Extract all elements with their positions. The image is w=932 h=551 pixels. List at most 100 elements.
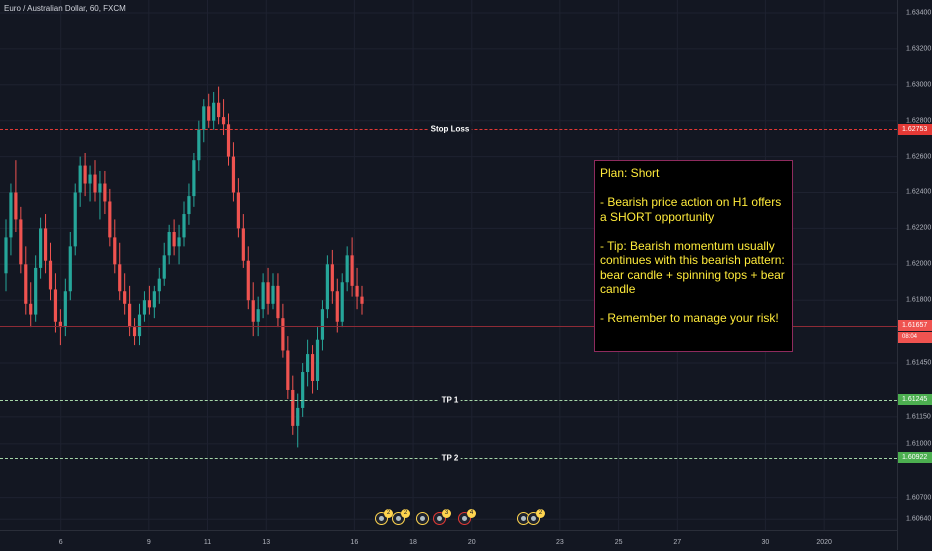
candle-bullish <box>187 196 191 215</box>
candle-bullish <box>162 255 166 279</box>
candle-bearish <box>132 327 137 337</box>
event-count-badge: 2 <box>384 509 393 518</box>
candle-bearish <box>207 106 211 121</box>
price-tick-label: 1.61150 <box>906 413 931 421</box>
calendar-event-icon[interactable]: 3 <box>433 509 451 525</box>
price-tick-label: 1.61800 <box>906 296 932 304</box>
time-tick-label: 13 <box>262 539 271 546</box>
candle-bullish <box>63 291 67 328</box>
candle-bullish <box>315 339 320 381</box>
candle-bearish <box>241 228 245 261</box>
candle-bearish <box>29 303 33 315</box>
time-axis[interactable]: 6 9 11 13 16 18 20 23 25 27 30 2020 <box>0 530 897 551</box>
take-profit-2-price-badge: 1.60922 <box>898 452 932 464</box>
chart-pane[interactable]: Euro / Australian Dollar, 60, FXCM Stop … <box>0 0 897 530</box>
current-price-badge: 1.61657 <box>898 320 932 332</box>
candle-bearish <box>217 102 221 118</box>
candle-bullish <box>197 129 201 161</box>
candle-bearish <box>24 264 28 304</box>
event-count-badge: 4 <box>467 509 476 518</box>
candle-bullish <box>152 291 156 308</box>
take-profit-1-price-badge: 1.61245 <box>898 394 932 406</box>
time-tick-label: 9 <box>146 539 151 546</box>
candle-bearish <box>226 124 231 157</box>
candle-bearish <box>236 192 240 229</box>
candle-bearish <box>172 231 176 247</box>
time-tick-label: 23 <box>555 539 564 546</box>
time-tick-label: 30 <box>761 539 770 546</box>
note-line-risk: - Remember to manage your risk! <box>600 311 779 325</box>
candle-bearish <box>118 264 122 292</box>
event-count-badge: 2 <box>536 509 545 518</box>
price-tick-label: 1.63000 <box>906 81 932 89</box>
candle-bearish <box>221 117 226 125</box>
trade-plan-note[interactable]: Plan: Short - Bearish price action on H1… <box>594 160 793 352</box>
price-tick-label: 1.62000 <box>906 260 932 268</box>
candle-bearish <box>19 219 23 265</box>
candle-bullish <box>78 165 82 193</box>
note-line-plan: Plan: Short <box>600 166 660 180</box>
candle-bearish <box>231 156 236 193</box>
candle-bullish <box>177 237 181 247</box>
candle-bullish <box>4 237 8 274</box>
price-tick-label: 1.62400 <box>906 188 932 196</box>
candle-bullish <box>157 278 161 292</box>
candle-bearish <box>360 296 364 304</box>
time-tick-label: 25 <box>614 539 623 546</box>
candle-bearish <box>310 354 315 381</box>
stop-loss-price-badge: 1.62753 <box>898 123 932 135</box>
candle-bullish <box>325 264 329 310</box>
price-tick-label: 1.62600 <box>906 153 932 161</box>
price-axis[interactable]: 1.60640 1.60700 1.61000 1.61150 1.61450 1.618… <box>897 0 932 550</box>
time-tick-label: 2020 <box>816 539 832 546</box>
candle-bearish <box>246 260 250 301</box>
time-tick-label: 16 <box>350 539 359 546</box>
candle-bearish <box>93 174 97 193</box>
calendar-event-icon[interactable]: 4 <box>458 509 476 525</box>
time-tick-label: 18 <box>409 539 417 546</box>
candle-bullish <box>192 160 196 197</box>
candle-bearish <box>128 303 132 328</box>
calendar-event-icon[interactable]: 2 <box>527 509 545 525</box>
candle-bearish <box>108 201 112 238</box>
take-profit-2-label: TP 2 <box>439 453 461 463</box>
candle-bearish <box>286 350 290 390</box>
note-line-bearish: - Bearish price action on H1 offers a SH… <box>600 195 782 224</box>
candle-bearish <box>335 291 339 322</box>
candle-bearish <box>350 255 354 286</box>
candle-bearish <box>83 165 87 184</box>
price-tick-label: 1.62200 <box>906 224 932 232</box>
candle-bullish <box>320 309 325 340</box>
calendar-event-icon[interactable]: 2 <box>392 509 410 525</box>
candle-bearish <box>103 183 107 202</box>
candle-bearish <box>53 289 58 322</box>
candle-bullish <box>301 372 305 408</box>
time-tick-label: 20 <box>467 539 476 546</box>
current-price-line <box>0 325 897 327</box>
time-tick-label: 11 <box>203 539 212 546</box>
calendar-event-icon[interactable] <box>416 512 429 525</box>
candle-bearish <box>48 260 53 290</box>
time-tick-label: 27 <box>673 539 682 546</box>
price-tick-label: 1.60700 <box>906 494 932 502</box>
candle-bullish <box>88 174 92 184</box>
bar-countdown-badge: 08:04 <box>898 331 932 343</box>
candle-bullish <box>142 300 147 315</box>
candle-bullish <box>212 102 216 121</box>
candlestick-chart[interactable] <box>0 0 897 530</box>
candle-bearish <box>355 285 359 297</box>
candle-bearish <box>58 321 62 328</box>
price-tick-label: 1.61000 <box>906 440 932 448</box>
candle-bearish <box>291 389 295 426</box>
price-tick-label: 1.63200 <box>906 45 932 53</box>
calendar-event-icon[interactable]: 2 <box>375 509 393 525</box>
candle-bullish <box>39 228 43 268</box>
candle-bullish <box>167 231 171 256</box>
candle-bearish <box>251 300 255 322</box>
candle-bullish <box>345 255 349 283</box>
candle-bullish <box>340 282 344 322</box>
candle-bearish <box>330 264 334 292</box>
price-tick-label: 1.63400 <box>906 9 932 17</box>
symbol-title: Euro / Australian Dollar, 60, FXCM <box>4 4 126 13</box>
stop-loss-label: Stop Loss <box>428 124 472 134</box>
